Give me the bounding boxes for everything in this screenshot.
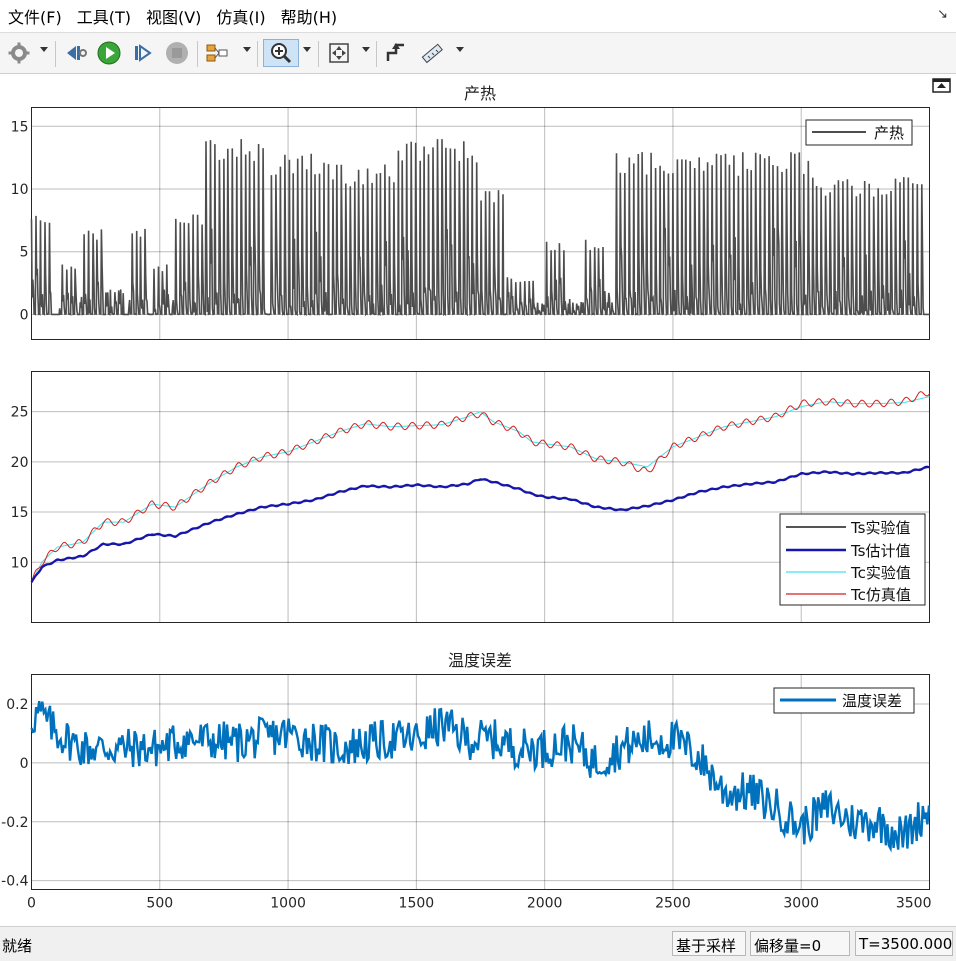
- x-tick-label: 3000: [783, 896, 819, 912]
- toolbar-separator: [197, 41, 198, 67]
- legend-err-label: 温度误差: [842, 692, 902, 710]
- signal-dropdown-icon[interactable]: [243, 47, 251, 52]
- y-tick-label: -0.4: [1, 874, 28, 890]
- legend-ts-exp-label: Ts实验值: [850, 519, 911, 537]
- x-tick-label: 1000: [270, 896, 306, 912]
- plot2-legend: Ts实验值 Ts估计值 Tc实验值 Tc仿真值: [779, 513, 926, 606]
- plot3-lines: [30, 700, 931, 853]
- y-tick-label: -0.2: [1, 815, 28, 831]
- y-tick-label: 0.2: [6, 697, 28, 713]
- y-tick-label: 10: [11, 555, 29, 571]
- x-tick-label: 0: [27, 896, 36, 912]
- plot1-legend: 产热: [805, 119, 913, 146]
- scope-plots: 产热 0 5 10 15 产热 10 15 20 25 Ts实验值 Ts估计值 Tc实验值 …: [1, 78, 951, 912]
- legend-tc-exp-label: Tc实验值: [850, 564, 911, 582]
- step-forward-icon[interactable]: [129, 39, 157, 67]
- y-tick-label: 15: [11, 505, 29, 521]
- plot2-legend-box: [779, 513, 926, 606]
- plot3-legend: 温度误差: [773, 687, 915, 714]
- series-ts-est-line: [30, 465, 930, 583]
- plot2-ticks: 10 15 20 25: [11, 405, 29, 572]
- zoom-in-icon[interactable]: [263, 39, 299, 67]
- x-tick-label: 2000: [527, 896, 563, 912]
- stop-icon[interactable]: [163, 39, 191, 67]
- settings-gear-icon[interactable]: [5, 39, 33, 67]
- menu-file[interactable]: 文件(F): [8, 8, 62, 27]
- legend-tc-sim-label: Tc仿真值: [850, 586, 911, 604]
- status-ready: 就绪: [2, 937, 33, 955]
- plot2-lines: [30, 391, 930, 583]
- zoom-dropdown-icon[interactable]: [303, 47, 311, 52]
- plot1-title: 产热: [464, 84, 496, 103]
- series-heat-line: [30, 139, 930, 317]
- plot1-ticks: 0 5 10 15: [11, 119, 29, 323]
- toolbar-separator: [257, 41, 258, 67]
- status-time: T=3500.000: [855, 931, 953, 956]
- toolbar-separator: [318, 41, 319, 67]
- run-icon[interactable]: [95, 39, 123, 67]
- y-tick-label: 0: [20, 307, 29, 323]
- status-offset: 偏移量=0: [750, 931, 850, 956]
- y-tick-label: 0: [20, 756, 29, 772]
- menu-bar: 文件(F) 工具(T) 视图(V) 仿真(I) 帮助(H) ↘: [0, 0, 956, 32]
- y-tick-label: 15: [11, 119, 29, 135]
- x-tick-label: 3500: [896, 896, 932, 912]
- measure-dropdown-icon[interactable]: [456, 47, 464, 52]
- step-back-icon[interactable]: [62, 39, 90, 67]
- x-tick-label: 500: [146, 896, 173, 912]
- x-tick-label: 2500: [655, 896, 691, 912]
- measure-ruler-icon[interactable]: [418, 39, 446, 67]
- fit-dropdown-icon[interactable]: [362, 47, 370, 52]
- menu-tools[interactable]: 工具(T): [76, 8, 131, 27]
- y-tick-label: 20: [11, 455, 29, 471]
- y-tick-label: 25: [11, 405, 29, 421]
- legend-heat-label: 产热: [874, 124, 904, 142]
- menu-simulation[interactable]: 仿真(I): [216, 8, 266, 27]
- menu-help[interactable]: 帮助(H): [280, 8, 338, 27]
- toolbar: [0, 32, 956, 74]
- legend-ts-est-label: Ts估计值: [850, 542, 911, 560]
- series-tc-sim-line: [31, 391, 930, 583]
- y-tick-label: 10: [11, 182, 29, 198]
- dock-arrow-icon[interactable]: ↘: [937, 7, 948, 22]
- status-sampling: 基于采样: [672, 931, 746, 956]
- y-tick-label: 5: [20, 245, 29, 261]
- toolbar-separator: [55, 41, 56, 67]
- status-bar: 就绪 基于采样 偏移量=0 T=3500.000: [0, 926, 956, 961]
- menu-view[interactable]: 视图(V): [145, 8, 202, 27]
- plot3-title: 温度误差: [448, 651, 512, 670]
- fit-to-view-icon[interactable]: [325, 39, 353, 67]
- toolbar-separator: [376, 41, 377, 67]
- undock-icon[interactable]: [932, 78, 951, 93]
- x-tick-label: 1500: [399, 896, 435, 912]
- settings-dropdown-icon[interactable]: [40, 47, 48, 52]
- plot1-lines: [30, 139, 930, 317]
- signal-selector-icon[interactable]: [203, 39, 231, 67]
- trigger-icon[interactable]: [382, 39, 410, 67]
- series-error-line: [30, 700, 931, 853]
- plot3-ticks: -0.4 -0.2 0 0.2 0 500 1000 1500 2000 2500 3000 3500: [1, 697, 931, 912]
- series-tc-exp-line: [31, 396, 930, 583]
- scope-plot-area: 产热 0 5 10 15 产热 10 15 20 25 Ts实验值 Ts估计值 Tc实验值 …: [0, 74, 956, 926]
